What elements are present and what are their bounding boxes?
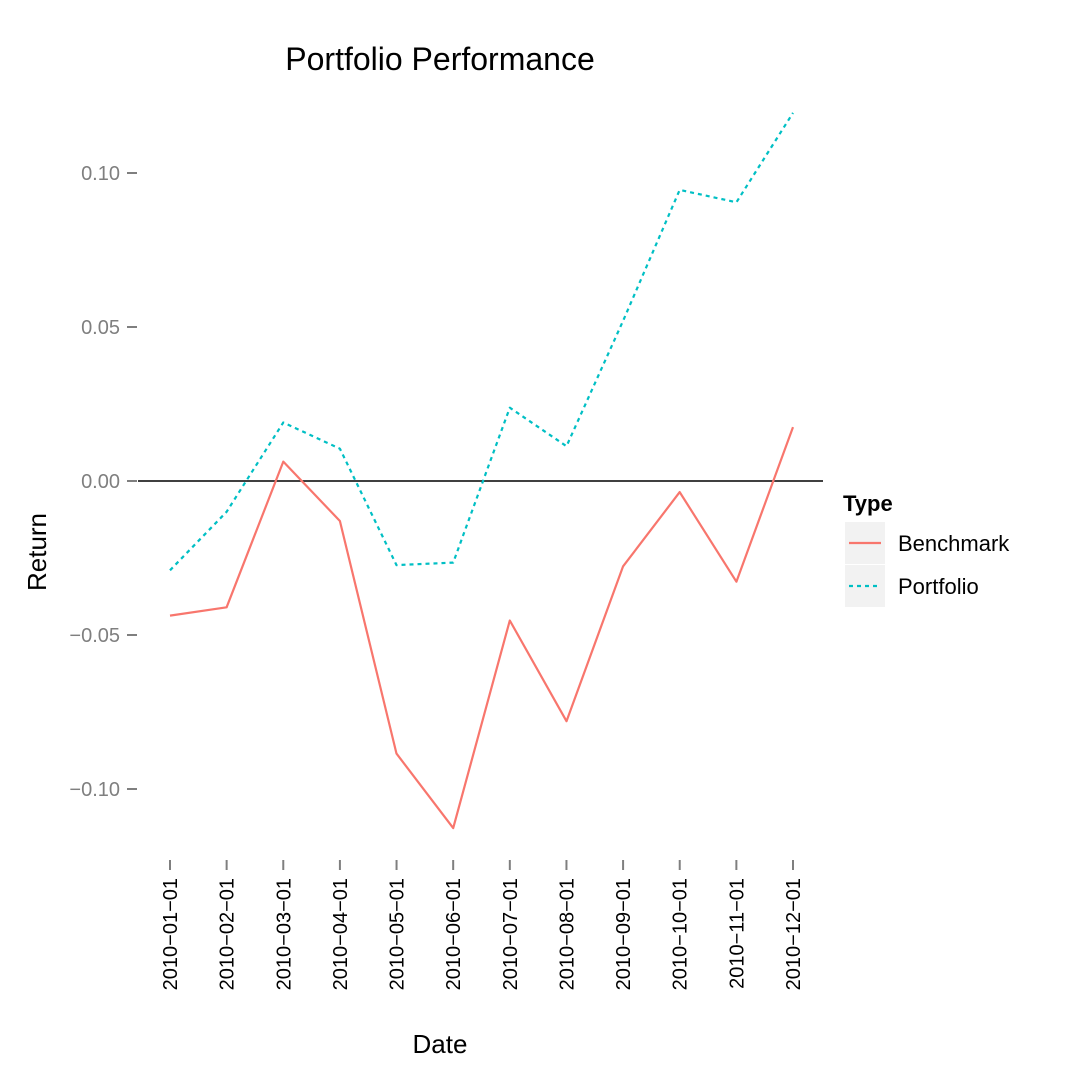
legend-label-portfolio: Portfolio — [898, 574, 979, 599]
x-tick-label: 2010−05−01 — [387, 878, 409, 990]
x-tick-label: 2010−10−01 — [670, 878, 692, 990]
legend-title: Type — [843, 491, 893, 516]
plot-area — [138, 112, 823, 830]
chart-title: Portfolio Performance — [285, 41, 594, 77]
y-tick-label: −0.05 — [69, 625, 120, 647]
x-tick-label: 2010−12−01 — [783, 878, 805, 990]
legend-label-benchmark: Benchmark — [898, 531, 1010, 556]
y-tick-label: −0.10 — [69, 779, 120, 801]
x-axis: 2010−01−01 2010−02−01 2010−03−01 2010−04−01… — [160, 860, 805, 990]
x-tick-label: 2010−04−01 — [330, 878, 352, 990]
x-tick-label: 2010−02−01 — [217, 878, 239, 990]
x-tick-label: 2010−08−01 — [556, 878, 578, 990]
y-tick-label: 0.05 — [81, 317, 120, 339]
y-axis-title: Return — [22, 513, 52, 591]
y-tick-label: 0.00 — [81, 471, 120, 493]
x-axis-title: Date — [413, 1029, 468, 1059]
x-tick-label: 2010−09−01 — [613, 878, 635, 990]
x-tick-label: 2010−01−01 — [160, 878, 182, 990]
x-tick-label: 2010−11−01 — [726, 878, 748, 989]
x-tick-label: 2010−06−01 — [443, 878, 465, 990]
series-line-benchmark — [169, 426, 795, 830]
series-line-portfolio — [169, 112, 794, 572]
y-tick-label: 0.10 — [81, 163, 120, 185]
y-axis: −0.10 −0.05 0.00 0.05 0.10 — [69, 163, 137, 801]
x-tick-label: 2010−03−01 — [273, 878, 295, 990]
x-tick-label: 2010−07−01 — [500, 878, 522, 990]
